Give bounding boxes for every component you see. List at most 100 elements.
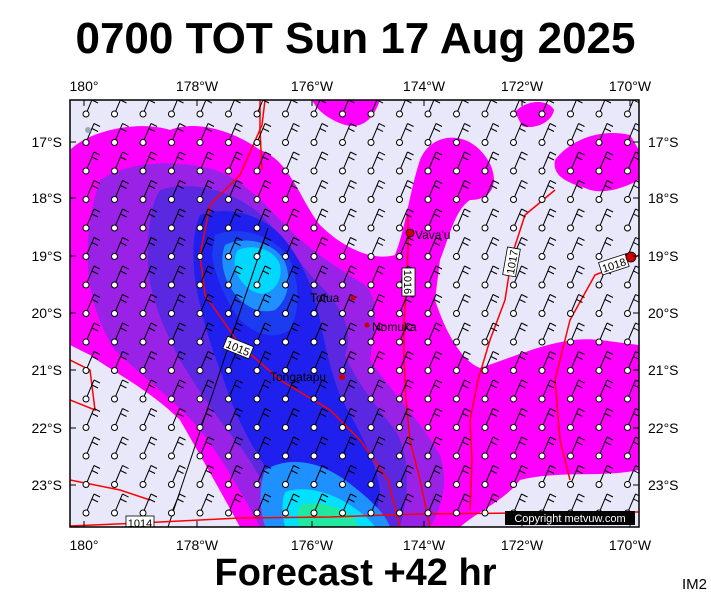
wind-barb bbox=[225, 151, 243, 175]
wind-barb bbox=[168, 322, 186, 346]
wind-barb bbox=[310, 436, 329, 460]
lat-tick-label-left: 17°S bbox=[31, 134, 62, 150]
wind-barb bbox=[139, 322, 158, 346]
wind-barb bbox=[567, 436, 585, 460]
wind-barb bbox=[196, 294, 215, 317]
wind-barb bbox=[111, 408, 129, 431]
wind-barb bbox=[253, 265, 272, 289]
lon-tick-label-bottom: 178°W bbox=[176, 537, 219, 553]
isobar-n bbox=[259, 100, 263, 171]
wind-barb bbox=[282, 100, 298, 118]
wind-barb bbox=[367, 465, 386, 488]
wind-barb bbox=[567, 265, 585, 289]
wind-barb bbox=[396, 151, 414, 175]
wind-barb bbox=[225, 123, 243, 146]
wind-barb bbox=[196, 322, 215, 346]
wind-barb bbox=[424, 208, 443, 232]
wind-barb bbox=[168, 151, 186, 175]
wind-barb bbox=[453, 379, 471, 403]
wind-barb bbox=[82, 408, 101, 431]
wind-barb bbox=[339, 123, 357, 146]
wind-barb bbox=[481, 408, 500, 431]
wind-barb bbox=[310, 493, 329, 517]
wind-barb bbox=[82, 436, 101, 460]
lon-tick-label-top: 180° bbox=[70, 78, 99, 94]
wind-barb bbox=[595, 208, 614, 232]
wind-barb bbox=[196, 465, 215, 488]
image-tag: IM2 bbox=[681, 576, 707, 593]
lat-tick-label-right: 20°S bbox=[648, 305, 679, 321]
wind-barb bbox=[139, 379, 158, 403]
wind-barb bbox=[510, 123, 528, 146]
wind-barb bbox=[111, 100, 127, 118]
wind-barb bbox=[310, 151, 329, 175]
wind-barb bbox=[624, 436, 639, 460]
wind-barb bbox=[225, 493, 243, 517]
wind-barb bbox=[225, 379, 243, 403]
lon-tick-label-bottom: 172°W bbox=[501, 537, 544, 553]
wind-barb bbox=[396, 379, 414, 403]
wind-barb bbox=[339, 493, 357, 517]
wind-barb bbox=[424, 465, 443, 488]
wind-barb bbox=[139, 436, 158, 460]
wind-barb bbox=[538, 322, 557, 346]
lat-tick-label-right: 18°S bbox=[648, 190, 679, 206]
wind-barb bbox=[282, 493, 300, 517]
vavau-island bbox=[405, 228, 415, 238]
wind-barb bbox=[196, 151, 215, 175]
wind-barb bbox=[367, 379, 386, 403]
wind-barb bbox=[453, 408, 471, 431]
wind-barb bbox=[82, 351, 101, 374]
wind-barb bbox=[282, 351, 300, 374]
wind-barb bbox=[624, 265, 639, 289]
wind-barb bbox=[538, 408, 557, 431]
wind-barb bbox=[396, 351, 414, 374]
wind-barb bbox=[567, 465, 585, 488]
wind-barb bbox=[168, 180, 186, 203]
wind-barb bbox=[196, 408, 215, 431]
wind-barb bbox=[139, 237, 158, 260]
wind-barb bbox=[225, 180, 243, 203]
wind-barb bbox=[510, 408, 528, 431]
isobar-labels: 1015 1016 1017 1018 1014 bbox=[125, 246, 630, 527]
place-tongatapu: Tongatapu bbox=[270, 370, 326, 384]
wind-barb bbox=[139, 294, 158, 317]
wind-barb bbox=[225, 408, 243, 431]
lon-tick-label-top: 174°W bbox=[403, 78, 446, 94]
lat-tick-label-left: 21°S bbox=[31, 362, 62, 378]
forecast-hour: Forecast +42 hr bbox=[214, 552, 497, 594]
wind-barb bbox=[595, 100, 612, 118]
wind-barb bbox=[111, 151, 129, 175]
wind-barbs bbox=[82, 100, 639, 517]
wind-barb bbox=[82, 123, 101, 146]
wind-barb bbox=[310, 322, 329, 346]
wind-barb bbox=[367, 322, 386, 346]
wind-barb bbox=[595, 294, 614, 317]
wind-barb bbox=[82, 208, 101, 232]
isobar-nw bbox=[70, 359, 96, 412]
wind-barb bbox=[453, 465, 471, 488]
wind-barb bbox=[367, 123, 386, 146]
wind-barb bbox=[168, 265, 186, 289]
wind-barb bbox=[510, 208, 528, 232]
wind-barb bbox=[282, 465, 300, 488]
wind-barb bbox=[424, 180, 443, 203]
wind-barb bbox=[424, 493, 443, 517]
fiji-island bbox=[85, 127, 91, 133]
wind-barb bbox=[538, 265, 557, 289]
wind-barb bbox=[282, 322, 300, 346]
wind-barb bbox=[567, 351, 585, 374]
isobar-1017 bbox=[469, 189, 556, 511]
wind-barb bbox=[139, 351, 158, 374]
wind-barb bbox=[310, 123, 329, 146]
wind-barb bbox=[282, 379, 300, 403]
wind-barb bbox=[424, 408, 443, 431]
wind-barb bbox=[567, 379, 585, 403]
wind-barb bbox=[481, 265, 500, 289]
lat-tick-label-right: 23°S bbox=[648, 477, 679, 493]
wind-barb bbox=[396, 408, 414, 431]
wind-barb bbox=[111, 180, 129, 203]
wind-barb bbox=[196, 379, 215, 403]
lat-tick-label-right: 22°S bbox=[648, 420, 679, 436]
lat-tick-label-right: 17°S bbox=[648, 134, 679, 150]
